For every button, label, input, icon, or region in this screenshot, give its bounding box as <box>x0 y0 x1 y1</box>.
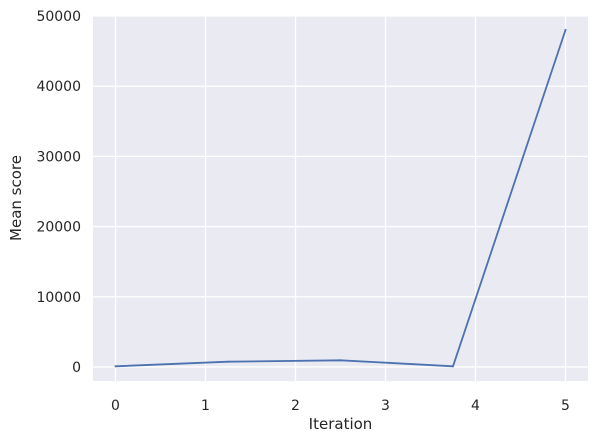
y-tick-label: 20000 <box>36 220 81 236</box>
data-point <box>227 360 229 363</box>
data-point <box>114 365 117 368</box>
y-tick-label: 30000 <box>36 149 81 165</box>
y-tick-label: 10000 <box>36 290 81 306</box>
x-axis-title: Iteration <box>309 415 373 433</box>
y-axis-title: Mean score <box>7 155 25 241</box>
x-tick-label: 5 <box>561 398 570 414</box>
x-tick-label: 0 <box>111 398 120 414</box>
y-tick-labels: 0 10000 20000 30000 40000 50000 <box>36 9 81 376</box>
x-tick-label: 1 <box>201 398 210 414</box>
data-point <box>564 29 567 32</box>
x-tick-label: 2 <box>291 398 300 414</box>
y-tick-label: 50000 <box>36 9 81 25</box>
data-point <box>339 359 342 362</box>
x-tick-label: 3 <box>381 398 390 414</box>
x-tick-label: 4 <box>471 398 480 414</box>
series-layer <box>114 29 567 368</box>
y-tick-label: 40000 <box>36 79 81 95</box>
x-tick-labels: 0 1 2 3 4 5 <box>111 398 570 414</box>
y-tick-label: 0 <box>72 360 81 376</box>
y-gridlines <box>93 15 588 368</box>
plot-background <box>93 16 588 381</box>
data-point <box>452 365 454 368</box>
x-gridlines <box>114 16 567 381</box>
